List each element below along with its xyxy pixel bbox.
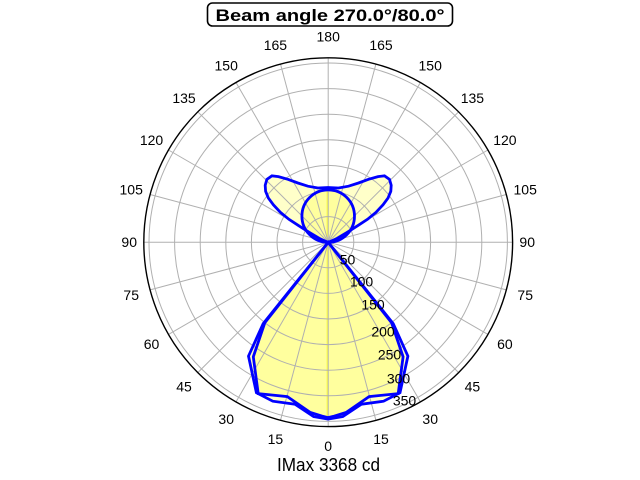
svg-text:300: 300 [387,371,411,387]
svg-text:30: 30 [218,411,234,427]
svg-text:100: 100 [350,274,374,290]
svg-text:75: 75 [123,287,139,303]
svg-text:150: 150 [361,297,385,313]
svg-text:135: 135 [172,90,196,106]
svg-text:90: 90 [121,234,137,250]
svg-text:0: 0 [324,438,332,454]
svg-text:350: 350 [393,393,417,409]
svg-text:105: 105 [120,181,144,197]
svg-text:165: 165 [369,37,393,53]
svg-text:105: 105 [514,181,538,197]
svg-text:60: 60 [144,336,160,352]
svg-text:60: 60 [497,336,513,352]
svg-text:200: 200 [371,324,395,340]
svg-text:75: 75 [517,287,533,303]
svg-text:180: 180 [317,29,341,45]
svg-text:15: 15 [373,431,389,447]
svg-text:30: 30 [422,411,438,427]
svg-text:165: 165 [264,37,288,53]
svg-text:120: 120 [493,132,517,148]
svg-text:135: 135 [461,90,485,106]
svg-text:150: 150 [419,58,443,74]
svg-text:IMax 3368 cd: IMax 3368 cd [277,455,380,475]
svg-text:90: 90 [519,234,535,250]
svg-text:Beam angle 270.0°/80.0°: Beam angle 270.0°/80.0° [216,6,445,25]
svg-text:50: 50 [340,252,356,268]
svg-text:150: 150 [215,58,239,74]
svg-text:45: 45 [465,378,481,394]
svg-text:15: 15 [268,431,284,447]
svg-text:120: 120 [140,132,164,148]
svg-text:45: 45 [176,378,192,394]
svg-text:250: 250 [378,347,402,363]
